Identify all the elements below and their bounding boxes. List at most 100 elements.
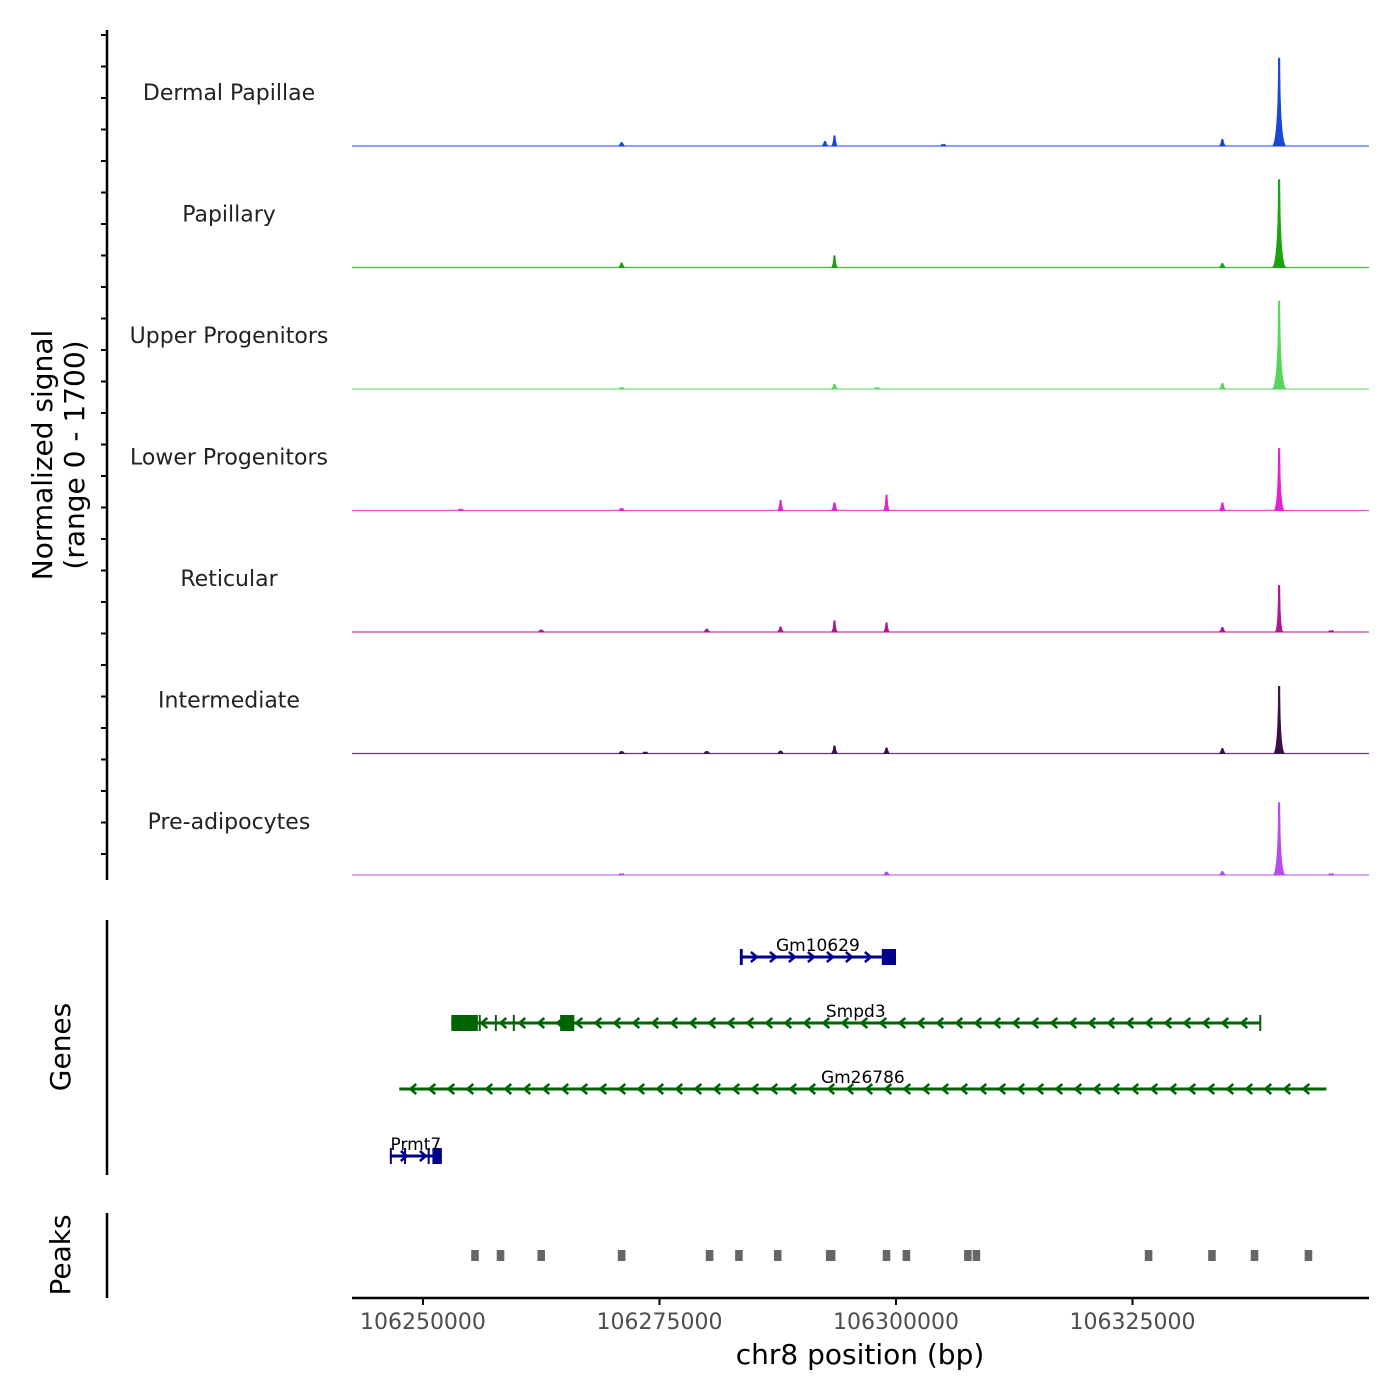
signal-peak — [831, 620, 838, 633]
peak-region — [972, 1250, 981, 1261]
strand-arrow — [669, 1017, 679, 1029]
strand-arrow — [916, 1017, 926, 1029]
strand-arrow — [788, 1083, 798, 1095]
signal-peak — [873, 386, 881, 390]
strand-arrow — [560, 1083, 570, 1095]
strand-arrow — [973, 1017, 983, 1029]
signal-peak — [883, 622, 890, 633]
strand-arrow — [479, 1017, 489, 1029]
strand-arrow — [1182, 1017, 1192, 1029]
track-dermal-papillae: Dermal Papillae — [143, 57, 1369, 147]
signal-peak — [1273, 448, 1286, 511]
peak-region — [496, 1250, 505, 1261]
strand-arrow — [864, 951, 873, 963]
signal-peak — [1271, 57, 1287, 147]
strand-arrow — [1111, 1083, 1121, 1095]
gene-exon — [494, 1015, 497, 1031]
gene-exon — [432, 1148, 442, 1164]
strand-arrow — [636, 1083, 646, 1095]
strand-arrow — [978, 1083, 988, 1095]
strand-arrow — [574, 1017, 584, 1029]
strand-arrow — [522, 1083, 532, 1095]
strand-arrow — [1125, 1017, 1135, 1029]
x-tick-label: 106300000 — [833, 1310, 959, 1335]
gene-annotation-track: Gm10629 Smpd3 Gm26786 Prmt7 — [389, 936, 1327, 1164]
peak-region — [735, 1250, 743, 1261]
strand-arrow — [419, 1150, 428, 1162]
signal-peak — [641, 751, 649, 754]
strand-arrow — [1011, 1017, 1021, 1029]
gene-exon — [427, 1148, 430, 1164]
peak-region — [902, 1250, 911, 1261]
track-label: Lower Progenitors — [130, 446, 328, 471]
strand-arrow — [840, 1017, 850, 1029]
strand-arrow — [1225, 1083, 1235, 1095]
peak-region — [537, 1250, 545, 1261]
strand-arrow — [1206, 1083, 1216, 1095]
strand-arrow — [826, 1083, 836, 1095]
strand-arrow — [935, 1017, 945, 1029]
track-pre-adipocytes: Pre-adipocytes — [148, 802, 1369, 876]
strand-arrow — [1054, 1083, 1064, 1095]
gene-label: Gm26786 — [821, 1068, 905, 1088]
track-label: Papillary — [182, 203, 276, 228]
strand-arrow — [883, 1083, 893, 1095]
peak-region — [1144, 1250, 1153, 1261]
signal-peak — [618, 386, 626, 390]
strand-arrow — [821, 1017, 831, 1029]
strand-arrow — [593, 1017, 603, 1029]
strand-arrow — [769, 1083, 779, 1095]
strand-arrow — [712, 1083, 722, 1095]
y-axis-title-line2: (range 0 - 1700) — [58, 340, 91, 569]
strand-arrow — [579, 1083, 589, 1095]
track-label: Dermal Papillae — [143, 81, 315, 106]
strand-arrow — [650, 1017, 660, 1029]
track-label: Pre-adipocytes — [148, 810, 311, 835]
signal-peak — [831, 255, 838, 268]
peak-region — [705, 1250, 714, 1261]
peaks-axis-title: Peaks — [44, 1214, 77, 1295]
signal-peak — [618, 262, 626, 268]
strand-arrow — [764, 1017, 774, 1029]
signal-peak — [883, 871, 890, 876]
strand-arrow — [864, 1083, 874, 1095]
signal-peak — [703, 750, 711, 754]
gene-exon — [451, 1015, 478, 1031]
strand-arrow — [427, 1083, 437, 1095]
gene-gm26786: Gm26786 — [399, 1068, 1327, 1095]
x-tick-label: 106250000 — [360, 1310, 486, 1335]
gene-prmt7: Prmt7 — [389, 1135, 442, 1164]
strand-arrow — [807, 951, 816, 963]
gene-exon — [739, 949, 743, 965]
strand-arrow — [617, 1083, 627, 1095]
peak-region — [1208, 1250, 1216, 1261]
strand-arrow — [1073, 1083, 1083, 1095]
gene-smpd3: Smpd3 — [451, 1002, 1262, 1031]
signal-peak — [1272, 802, 1287, 876]
strand-arrow — [484, 1083, 494, 1095]
x-axis-title: chr8 position (bp) — [736, 1338, 985, 1371]
track-intermediate: Intermediate — [158, 685, 1369, 755]
strand-arrow — [503, 1083, 513, 1095]
strand-arrow — [1282, 1083, 1292, 1095]
peak-region — [773, 1250, 782, 1261]
signal-peak — [1327, 629, 1335, 633]
gene-exon — [478, 1015, 481, 1031]
strand-arrow — [878, 1017, 888, 1029]
strand-arrow — [498, 1017, 508, 1029]
gene-exon — [404, 1148, 407, 1164]
strand-arrow — [788, 951, 797, 963]
gene-exon — [881, 949, 896, 965]
strand-arrow — [693, 1083, 703, 1095]
strand-arrow — [1106, 1017, 1116, 1029]
strand-arrow — [859, 1017, 869, 1029]
signal-peak — [1272, 685, 1286, 754]
strand-arrow — [769, 951, 778, 963]
strand-arrow — [902, 1083, 912, 1095]
signal-peak — [618, 507, 626, 511]
coverage-y-ticks — [101, 34, 107, 855]
track-label: Reticular — [180, 567, 278, 592]
peak-region — [471, 1250, 479, 1261]
track-label: Intermediate — [158, 689, 300, 714]
